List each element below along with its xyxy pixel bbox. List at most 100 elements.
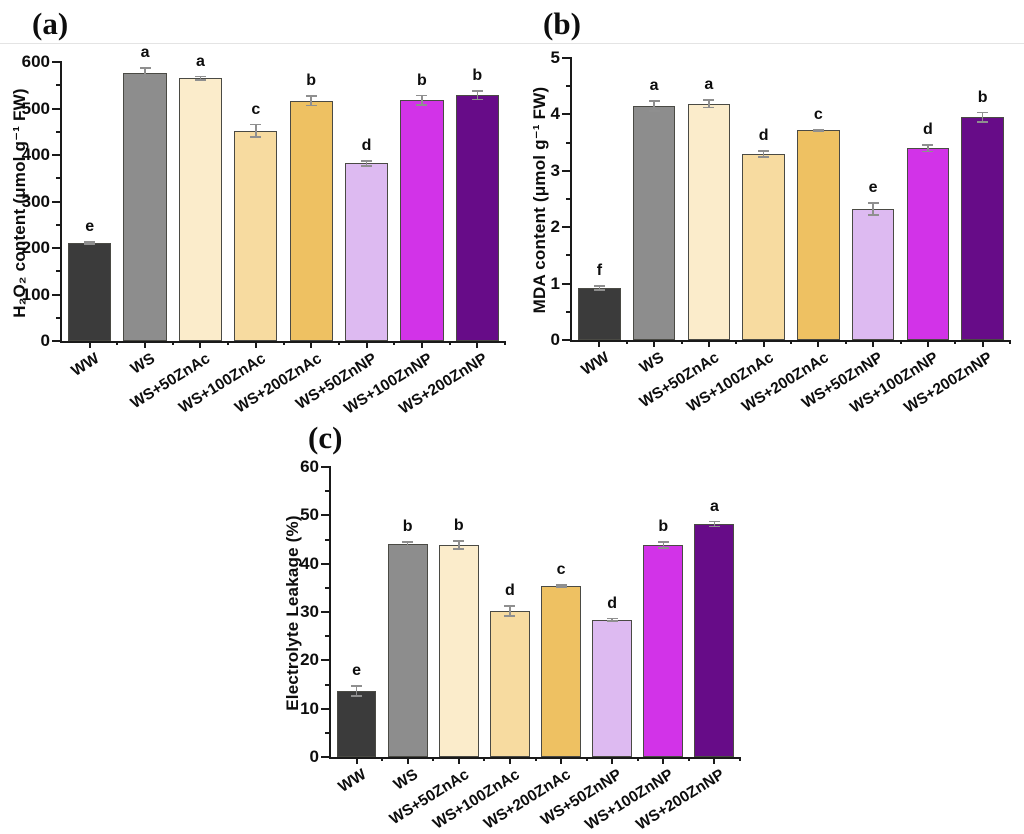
x-major-tick (611, 757, 614, 764)
error-bar-cap (593, 285, 605, 287)
x-minor-tick (790, 340, 792, 344)
x-major-tick (88, 341, 91, 348)
error-bar-cap (250, 123, 262, 126)
error-bar-cap (361, 160, 373, 162)
sig-letter: d (758, 126, 769, 144)
x-major-tick (476, 341, 479, 348)
error-bar-cap (504, 615, 516, 617)
x-minor-tick (483, 757, 486, 761)
x-tick-label: WS+200ZnNP (633, 766, 728, 834)
x-minor-tick (625, 340, 628, 344)
error-bar-line (421, 94, 423, 106)
sig-letter: e (85, 218, 95, 236)
bar (687, 103, 731, 340)
y-major-tick (52, 200, 62, 203)
x-major-tick (508, 757, 511, 764)
sig-letter: b (472, 66, 483, 84)
error-bar-cap (977, 121, 989, 123)
x-tick-label: WW (68, 350, 103, 380)
error-bar-cap (922, 144, 934, 146)
y-major-tick (321, 466, 331, 468)
y-major-tick (562, 169, 572, 172)
y-tick-label: 40 (300, 553, 319, 573)
x-minor-tick (680, 340, 683, 344)
x-minor-tick (739, 757, 741, 761)
bar (234, 130, 278, 341)
error-bar-cap (471, 98, 483, 101)
error-bar-cap (812, 130, 824, 132)
y-minor-tick (325, 586, 331, 589)
y-tick-label: 300 (21, 191, 50, 211)
error-bar-cap (84, 243, 96, 245)
bar (68, 242, 112, 341)
error-bar-cap (657, 540, 669, 543)
y-tick-label: 5 (550, 48, 560, 67)
y-major-tick (52, 293, 62, 296)
error-bar-cap (977, 111, 989, 114)
error-bar-cap (361, 165, 373, 167)
y-major-tick (321, 756, 331, 758)
error-bar-line (476, 89, 479, 101)
x-major-tick (144, 341, 147, 348)
y-tick-label: 100 (21, 284, 50, 304)
y-major-tick (52, 247, 62, 249)
error-bar-cap (703, 106, 715, 109)
x-minor-tick (687, 757, 690, 761)
y-major-tick (562, 113, 572, 116)
y-major-tick (562, 339, 572, 341)
x-minor-tick (636, 757, 639, 761)
error-bar-line (144, 67, 146, 79)
sig-letter: a (140, 44, 150, 62)
x-minor-tick (337, 341, 340, 345)
error-bar-line (872, 202, 874, 216)
y-minor-tick (56, 84, 62, 87)
error-bar-cap (555, 586, 567, 588)
x-major-tick (817, 340, 820, 347)
bar (643, 544, 684, 757)
y-minor-tick (325, 538, 331, 541)
error-bar-cap (351, 695, 363, 697)
x-major-tick (254, 341, 257, 348)
x-major-tick (872, 340, 875, 347)
error-bar-cap (758, 156, 770, 158)
y-tick-label: 500 (21, 98, 50, 118)
panel-label-c: (c) (308, 420, 343, 455)
x-major-tick (420, 341, 423, 348)
error-bar-cap (139, 76, 151, 79)
error-bar-cap (139, 67, 151, 69)
mda-content-chart: MDA content (μmol g⁻¹ FW) 0 1 2 3 4 5 f WW a WS a W… (530, 48, 1011, 417)
y-minor-tick (566, 85, 572, 88)
error-bar-cap (250, 136, 262, 138)
y-tick-label: 0 (550, 330, 560, 349)
plot-area: 0 10 20 30 40 50 60 e WW b WS b WS+50ZnAc d WS+100ZnAc… (300, 457, 741, 834)
bar (344, 163, 389, 341)
x-tick-label: WW (335, 766, 370, 796)
y-major-tick (321, 611, 331, 613)
x-major-tick (199, 341, 202, 348)
figure-top-divider (0, 43, 1024, 44)
error-bar-line (981, 111, 984, 123)
y-minor-tick (56, 223, 62, 226)
error-bar-cap (305, 95, 317, 97)
error-bar-line (199, 75, 202, 82)
error-bar-cap (351, 685, 363, 687)
error-bar-cap (812, 128, 824, 131)
bar (336, 690, 377, 757)
bar (387, 543, 428, 757)
x-minor-tick (227, 341, 230, 345)
error-bar-line (611, 617, 613, 622)
x-major-tick (707, 340, 710, 347)
y-minor-tick (566, 310, 572, 313)
y-major-tick (321, 659, 331, 662)
sig-letter: f (596, 262, 603, 280)
y-major-tick (52, 340, 62, 342)
x-minor-tick (171, 341, 174, 345)
y-major-tick (52, 61, 62, 63)
bar (961, 117, 1004, 340)
y-minor-tick (325, 683, 331, 686)
error-bar-cap (453, 540, 465, 542)
error-bar-cap (453, 548, 465, 550)
sig-letter: a (704, 76, 714, 94)
y-tick-label: 3 (550, 160, 560, 180)
error-bar-cap (758, 149, 770, 152)
